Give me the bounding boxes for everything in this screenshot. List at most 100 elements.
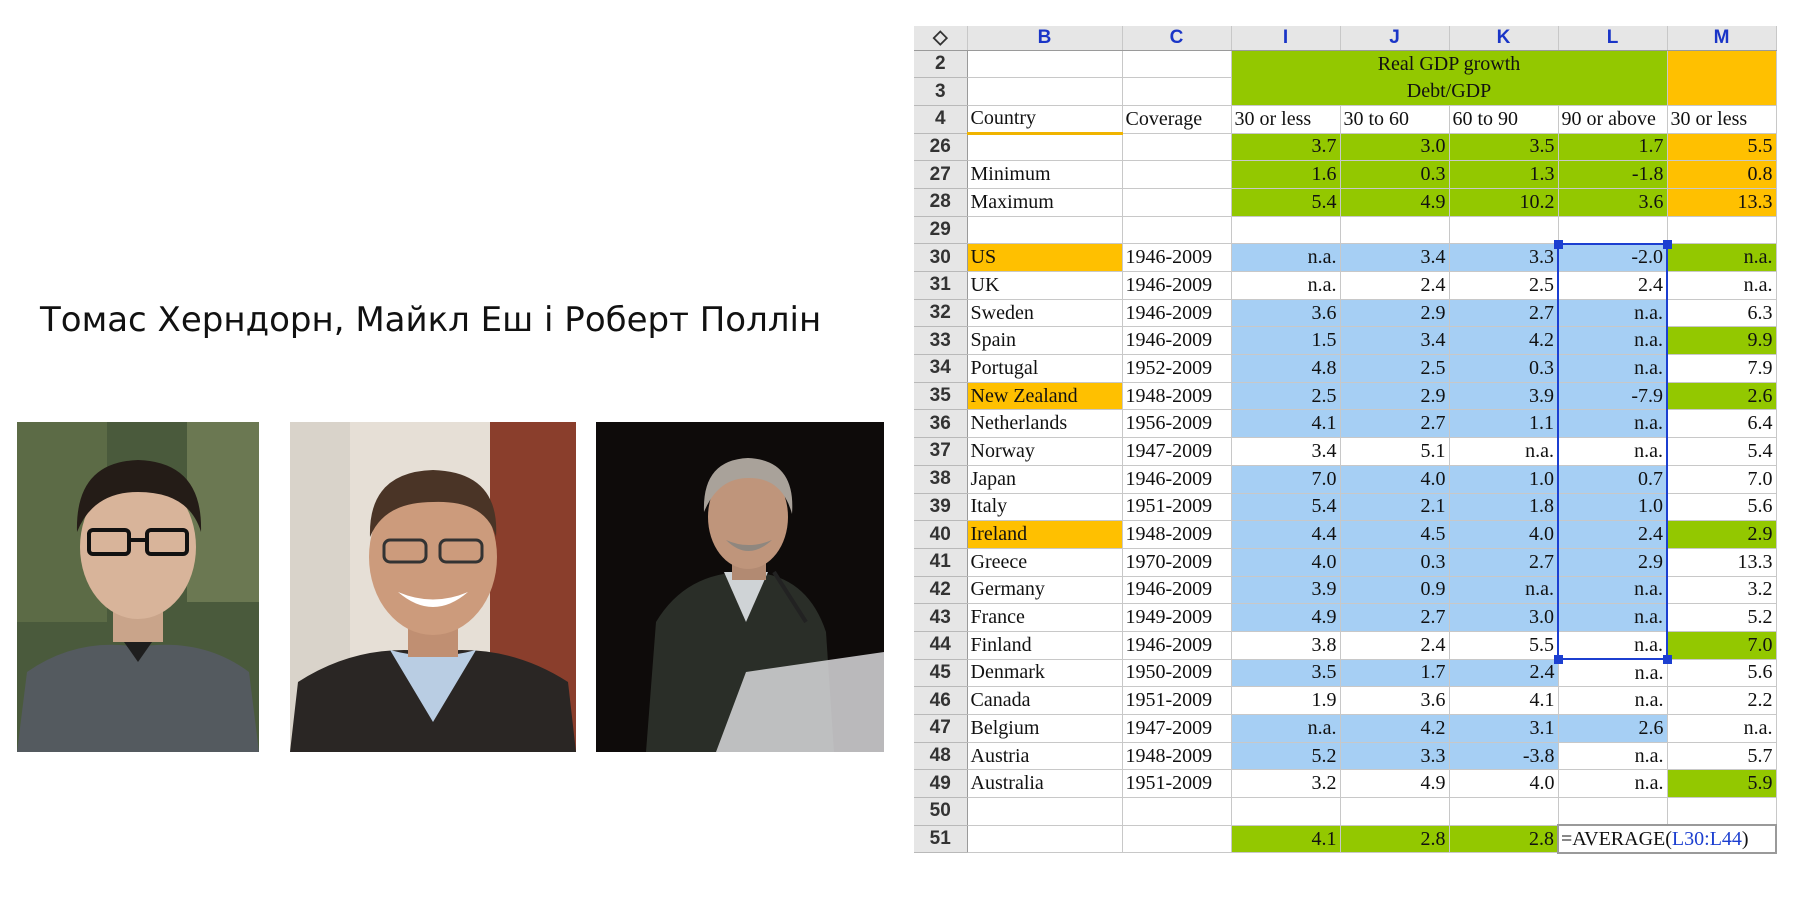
- country-cell[interactable]: Denmark: [967, 659, 1122, 687]
- cell[interactable]: 3.3: [1449, 244, 1558, 272]
- cell[interactable]: [967, 216, 1122, 244]
- cell[interactable]: 2.7: [1340, 410, 1449, 438]
- cell[interactable]: [1122, 798, 1231, 826]
- cell[interactable]: 5.7: [1667, 742, 1776, 770]
- cell[interactable]: 1.3: [1449, 161, 1558, 189]
- cell[interactable]: 4.1: [1231, 825, 1340, 853]
- cell[interactable]: 13.3: [1667, 548, 1776, 576]
- cell[interactable]: [1667, 216, 1776, 244]
- cell[interactable]: 4.9: [1231, 604, 1340, 632]
- coverage-cell[interactable]: 1948-2009: [1122, 742, 1231, 770]
- coverage-cell[interactable]: 1946-2009: [1122, 631, 1231, 659]
- cell[interactable]: n.a.: [1231, 244, 1340, 272]
- cell[interactable]: 4.8: [1231, 355, 1340, 383]
- cell[interactable]: 3.1: [1449, 715, 1558, 743]
- cell[interactable]: [1667, 78, 1776, 106]
- cell[interactable]: 7.0: [1667, 631, 1776, 659]
- coverage-cell[interactable]: 1951-2009: [1122, 687, 1231, 715]
- row-header[interactable]: 40: [914, 521, 967, 549]
- cell[interactable]: n.a.: [1558, 299, 1667, 327]
- cell[interactable]: [967, 78, 1122, 106]
- cell[interactable]: 3.8: [1231, 631, 1340, 659]
- country-cell[interactable]: Norway: [967, 438, 1122, 466]
- row-header[interactable]: 35: [914, 382, 967, 410]
- coverage-cell[interactable]: 1947-2009: [1122, 438, 1231, 466]
- cell[interactable]: 2.9: [1340, 382, 1449, 410]
- cell[interactable]: n.a.: [1667, 715, 1776, 743]
- column-header[interactable]: J: [1340, 26, 1449, 50]
- cell[interactable]: 4.2: [1340, 715, 1449, 743]
- row-header[interactable]: 3: [914, 78, 967, 106]
- coverage-cell[interactable]: 1951-2009: [1122, 770, 1231, 798]
- cell[interactable]: 2.4: [1449, 659, 1558, 687]
- cell[interactable]: n.a.: [1231, 715, 1340, 743]
- cell[interactable]: 5.6: [1667, 493, 1776, 521]
- row-header[interactable]: 51: [914, 825, 967, 853]
- cell[interactable]: [1122, 825, 1231, 853]
- cell[interactable]: n.a.: [1558, 576, 1667, 604]
- cell[interactable]: -1.8: [1558, 161, 1667, 189]
- country-cell[interactable]: Japan: [967, 465, 1122, 493]
- cell[interactable]: 9.9: [1667, 327, 1776, 355]
- cell[interactable]: 5.4: [1231, 188, 1340, 216]
- selection-handle[interactable]: [1554, 655, 1563, 664]
- row-header[interactable]: 42: [914, 576, 967, 604]
- cell[interactable]: 5.1: [1340, 438, 1449, 466]
- coverage-cell[interactable]: 1970-2009: [1122, 548, 1231, 576]
- cell[interactable]: [1558, 216, 1667, 244]
- row-header[interactable]: 50: [914, 798, 967, 826]
- cell[interactable]: 30 to 60: [1340, 105, 1449, 133]
- coverage-cell[interactable]: 1947-2009: [1122, 715, 1231, 743]
- cell[interactable]: 4.9: [1340, 770, 1449, 798]
- cell[interactable]: 5.5: [1449, 631, 1558, 659]
- cell[interactable]: [1122, 78, 1231, 106]
- cell[interactable]: 2.6: [1558, 715, 1667, 743]
- cell[interactable]: 5.2: [1667, 604, 1776, 632]
- cell[interactable]: 3.0: [1340, 133, 1449, 161]
- cell[interactable]: 3.9: [1449, 382, 1558, 410]
- cell[interactable]: [1122, 50, 1231, 78]
- coverage-cell[interactable]: 1948-2009: [1122, 382, 1231, 410]
- cell[interactable]: 2.8: [1449, 825, 1558, 853]
- cell[interactable]: 7.0: [1667, 465, 1776, 493]
- column-header[interactable]: B: [967, 26, 1122, 50]
- selection-handle[interactable]: [1663, 240, 1672, 249]
- cell[interactable]: n.a.: [1449, 438, 1558, 466]
- cell[interactable]: n.a.: [1558, 687, 1667, 715]
- cell[interactable]: [1122, 133, 1231, 161]
- coverage-cell[interactable]: 1946-2009: [1122, 244, 1231, 272]
- row-header[interactable]: 39: [914, 493, 967, 521]
- cell[interactable]: 3.5: [1231, 659, 1340, 687]
- cell[interactable]: 6.3: [1667, 299, 1776, 327]
- cell[interactable]: 3.2: [1231, 770, 1340, 798]
- cell[interactable]: 2.2: [1667, 687, 1776, 715]
- header-title-cell[interactable]: Real GDP growth: [1231, 50, 1667, 78]
- cell[interactable]: 90 or above: [1558, 105, 1667, 133]
- row-header[interactable]: 44: [914, 631, 967, 659]
- country-cell[interactable]: Italy: [967, 493, 1122, 521]
- cell[interactable]: 2.7: [1340, 604, 1449, 632]
- cell[interactable]: n.a.: [1558, 770, 1667, 798]
- cell[interactable]: [1340, 798, 1449, 826]
- cell[interactable]: 0.9: [1340, 576, 1449, 604]
- cell[interactable]: [1231, 798, 1340, 826]
- coverage-cell[interactable]: 1949-2009: [1122, 604, 1231, 632]
- cell[interactable]: 0.8: [1667, 161, 1776, 189]
- row-header[interactable]: 47: [914, 715, 967, 743]
- country-cell[interactable]: Sweden: [967, 299, 1122, 327]
- cell[interactable]: [1449, 216, 1558, 244]
- cell[interactable]: 1.0: [1558, 493, 1667, 521]
- country-cell[interactable]: Belgium: [967, 715, 1122, 743]
- cell[interactable]: 30 or less: [1231, 105, 1340, 133]
- cell[interactable]: n.a.: [1558, 355, 1667, 383]
- cell[interactable]: 2.4: [1340, 272, 1449, 300]
- row-header[interactable]: 30: [914, 244, 967, 272]
- cell[interactable]: n.a.: [1558, 327, 1667, 355]
- cell[interactable]: -2.0: [1558, 244, 1667, 272]
- country-cell[interactable]: Greece: [967, 548, 1122, 576]
- row-header[interactable]: 31: [914, 272, 967, 300]
- cell[interactable]: 5.5: [1667, 133, 1776, 161]
- cell[interactable]: n.a.: [1558, 742, 1667, 770]
- coverage-cell[interactable]: 1951-2009: [1122, 493, 1231, 521]
- cell[interactable]: 2.7: [1449, 548, 1558, 576]
